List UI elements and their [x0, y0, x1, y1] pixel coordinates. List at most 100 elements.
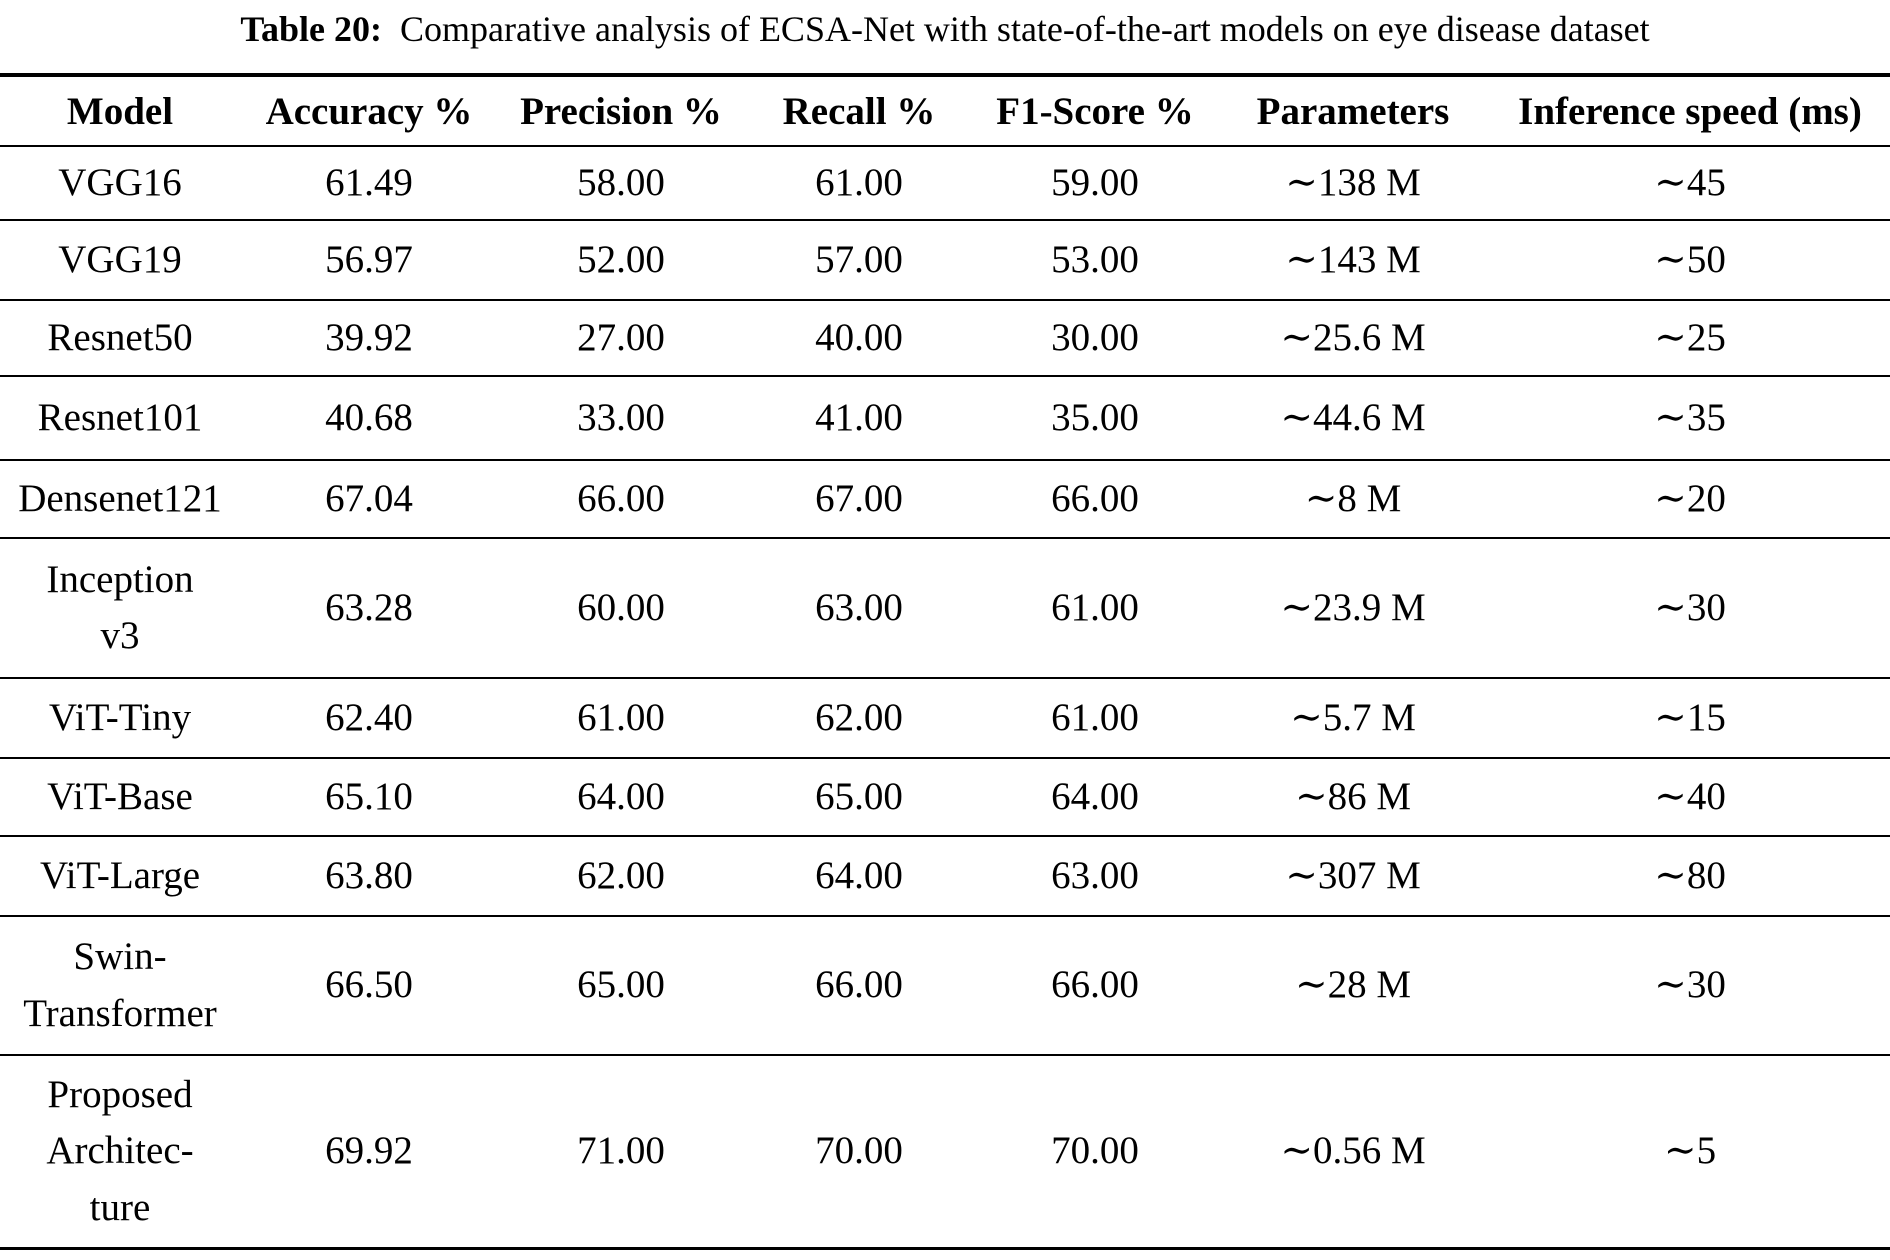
- inference-speed-cell: ∼20: [1654, 476, 1726, 520]
- recall-cell: 70.00: [815, 1129, 903, 1173]
- parameters-cell: ∼25.6 M: [1280, 315, 1426, 359]
- table-row: Resnet50 39.92 27.00 40.00 30.00 ∼25.6 M ∼25: [0, 300, 1890, 377]
- f1-score-cell: 53.00: [1051, 237, 1139, 281]
- model-cell: Proposed Architec- ture: [46, 1072, 194, 1229]
- table-caption: Table 20: Comparative analysis of ECSA-N…: [0, 8, 1890, 51]
- recall-cell: 40.00: [815, 315, 903, 359]
- model-cell: Resnet101: [37, 395, 203, 439]
- accuracy-cell: 62.40: [325, 695, 413, 739]
- table-row: Proposed Architec- ture 69.92 71.00 70.00 70…: [0, 1055, 1890, 1248]
- accuracy-cell: 66.50: [325, 963, 413, 1007]
- recall-cell: 67.00: [815, 476, 903, 520]
- parameters-cell: ∼8 M: [1304, 476, 1402, 520]
- accuracy-cell: 65.10: [325, 774, 413, 818]
- table-row: ViT-Base 65.10 64.00 65.00 64.00 ∼86 M ∼40: [0, 758, 1890, 837]
- accuracy-cell: 61.49: [325, 160, 413, 204]
- table-caption-body: Comparative analysis of ECSA-Net with st…: [400, 9, 1650, 49]
- inference-speed-cell: ∼50: [1654, 237, 1726, 281]
- f1-score-cell: 30.00: [1051, 315, 1139, 359]
- f1-score-cell: 35.00: [1051, 395, 1139, 439]
- inference-speed-cell: ∼45: [1654, 160, 1726, 204]
- recall-cell: 62.00: [815, 695, 903, 739]
- model-cell: Densenet121: [18, 476, 222, 520]
- precision-cell: 66.00: [577, 476, 665, 520]
- accuracy-cell: 63.80: [325, 853, 413, 897]
- recall-cell: 57.00: [815, 237, 903, 281]
- precision-cell: 65.00: [577, 963, 665, 1007]
- table-row: Resnet101 40.68 33.00 41.00 35.00 ∼44.6 M ∼35: [0, 376, 1890, 461]
- f1-score-cell: 70.00: [1051, 1129, 1139, 1173]
- comparison-table: Model Accuracy % Precision % Recall % F1…: [0, 73, 1890, 1250]
- table-row: ViT-Large 63.80 62.00 64.00 63.00 ∼307 M ∼80: [0, 836, 1890, 917]
- table-row: VGG16 61.49 58.00 61.00 59.00 ∼138 M ∼45: [0, 146, 1890, 221]
- table-row: Densenet121 67.04 66.00 67.00 66.00 ∼8 M ∼20: [0, 460, 1890, 539]
- column-header-recall: Recall %: [782, 89, 936, 133]
- precision-cell: 58.00: [577, 160, 665, 204]
- recall-cell: 65.00: [815, 774, 903, 818]
- f1-score-cell: 66.00: [1051, 963, 1139, 1007]
- model-cell: Inception v3: [46, 557, 194, 658]
- table-caption-label: Table 20:: [240, 9, 383, 49]
- inference-speed-cell: ∼80: [1654, 853, 1726, 897]
- table-row: Inception v3 63.28 60.00 63.00 61.00 ∼23.9 M ∼…: [0, 538, 1890, 679]
- table-row: VGG19 56.97 52.00 57.00 53.00 ∼143 M ∼50: [0, 220, 1890, 301]
- precision-cell: 60.00: [577, 585, 665, 629]
- inference-speed-cell: ∼30: [1654, 963, 1726, 1007]
- precision-cell: 64.00: [577, 774, 665, 818]
- model-cell: Resnet50: [47, 315, 193, 359]
- f1-score-cell: 63.00: [1051, 853, 1139, 897]
- column-header-parameters: Parameters: [1256, 89, 1450, 133]
- page: { "title": { "label": "Table 20:", "text…: [0, 8, 1890, 1260]
- accuracy-cell: 56.97: [325, 237, 413, 281]
- column-header-precision: Precision %: [520, 89, 722, 133]
- accuracy-cell: 39.92: [325, 315, 413, 359]
- recall-cell: 63.00: [815, 585, 903, 629]
- f1-score-cell: 64.00: [1051, 774, 1139, 818]
- precision-cell: 61.00: [577, 695, 665, 739]
- parameters-cell: ∼138 M: [1285, 160, 1421, 204]
- column-header-f1-score: F1-Score %: [996, 89, 1194, 133]
- table-row: Swin- Transformer 66.50 65.00 66.00 66.00 ∼28…: [0, 916, 1890, 1056]
- precision-cell: 71.00: [577, 1129, 665, 1173]
- accuracy-cell: 69.92: [325, 1129, 413, 1173]
- precision-cell: 52.00: [577, 237, 665, 281]
- model-cell: ViT-Tiny: [48, 695, 192, 739]
- inference-speed-cell: ∼25: [1654, 315, 1726, 359]
- column-header-model: Model: [66, 89, 174, 133]
- inference-speed-cell: ∼40: [1654, 774, 1726, 818]
- accuracy-cell: 40.68: [325, 395, 413, 439]
- model-cell: VGG16: [58, 160, 182, 204]
- model-cell: ViT-Large: [39, 853, 201, 897]
- inference-speed-cell: ∼35: [1654, 395, 1726, 439]
- column-header-accuracy: Accuracy %: [265, 89, 473, 133]
- parameters-cell: ∼143 M: [1285, 237, 1421, 281]
- recall-cell: 41.00: [815, 395, 903, 439]
- f1-score-cell: 66.00: [1051, 476, 1139, 520]
- model-cell: Swin- Transformer: [23, 935, 217, 1035]
- inference-speed-cell: ∼5: [1663, 1129, 1717, 1173]
- precision-cell: 27.00: [577, 315, 665, 359]
- parameters-cell: ∼86 M: [1294, 774, 1412, 818]
- f1-score-cell: 61.00: [1051, 695, 1139, 739]
- parameters-cell: ∼44.6 M: [1280, 395, 1426, 439]
- precision-cell: 62.00: [577, 853, 665, 897]
- parameters-cell: ∼23.9 M: [1280, 585, 1426, 629]
- f1-score-cell: 59.00: [1051, 160, 1139, 204]
- f1-score-cell: 61.00: [1051, 585, 1139, 629]
- parameters-cell: ∼28 M: [1294, 963, 1412, 1007]
- model-cell: ViT-Base: [47, 774, 193, 818]
- parameters-cell: ∼5.7 M: [1290, 695, 1416, 739]
- recall-cell: 64.00: [815, 853, 903, 897]
- table-header: Model Accuracy % Precision % Recall % F1…: [0, 75, 1890, 147]
- accuracy-cell: 63.28: [325, 585, 413, 629]
- recall-cell: 61.00: [815, 160, 903, 204]
- recall-cell: 66.00: [815, 963, 903, 1007]
- precision-cell: 33.00: [577, 395, 665, 439]
- model-cell: VGG19: [58, 237, 182, 281]
- header-row: Model Accuracy % Precision % Recall % F1…: [0, 75, 1890, 147]
- inference-speed-cell: ∼30: [1654, 585, 1726, 629]
- table-row: ViT-Tiny 62.40 61.00 62.00 61.00 ∼5.7 M ∼15: [0, 678, 1890, 759]
- table-caption-text: [391, 9, 400, 49]
- parameters-cell: ∼307 M: [1285, 853, 1421, 897]
- column-header-inference-speed: Inference speed (ms): [1518, 89, 1862, 133]
